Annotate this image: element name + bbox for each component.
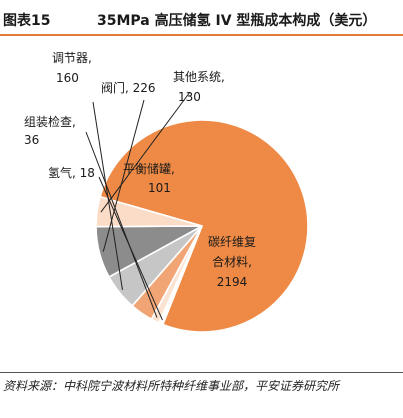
footer-divider: [0, 372, 403, 373]
slice-label-5-line-1: 调节器,: [52, 51, 92, 65]
slice-label-5-line-2: 160: [56, 71, 79, 85]
slice-label-1-line-2: 合材料,: [212, 254, 252, 269]
slice-label-6-line-1: 阀门, 226: [101, 80, 156, 95]
figure-header: 图表15 35MPa 高压储氢 IV 型瓶成本构成（美元）: [0, 0, 403, 40]
slice-label-2-line-1: 氢气, 18: [48, 165, 95, 180]
slice-label-7-line-2: 130: [178, 90, 201, 104]
pie-slice-1: [99, 119, 309, 333]
slice-label-7-line-1: 其他系统,: [173, 70, 225, 84]
leader-line-3: [85, 131, 158, 318]
leader-line-6: [102, 99, 145, 252]
chart-title: 35MPa 高压储氢 IV 型瓶成本构成（美元）: [97, 13, 377, 29]
slice-label-1-line-3: 2194: [217, 275, 248, 289]
pie-slice-7: [95, 195, 203, 228]
leader-lines: [85, 91, 191, 321]
slice-label-3-line-2: 36: [24, 133, 39, 147]
slice-label-4-line-2: 101: [148, 181, 171, 195]
title-divider: [0, 34, 403, 36]
figure-number: 图表15: [3, 13, 51, 29]
slice-label-1-line-1: 碳纤维复: [208, 235, 256, 249]
source-note: 资料来源：中科院宁波材料所特种纤维事业部，平安证券研究所: [3, 379, 340, 393]
slice-label-4-line-1: 平衡储罐,: [123, 161, 175, 176]
leader-line-7: [100, 91, 191, 213]
slice-label-3-line-1: 组装检查,: [24, 114, 76, 129]
leader-line-5: [92, 101, 123, 290]
pie-slices: [95, 119, 309, 333]
